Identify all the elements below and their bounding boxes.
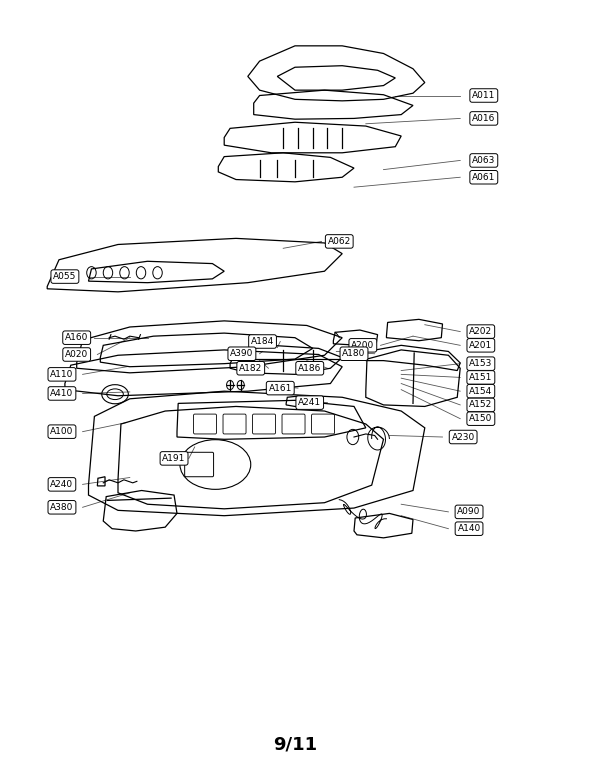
Text: A186: A186 — [298, 364, 322, 373]
Text: A153: A153 — [469, 359, 493, 368]
Text: A062: A062 — [327, 237, 351, 246]
Text: A230: A230 — [451, 432, 475, 442]
Text: A180: A180 — [342, 349, 366, 358]
Text: A020: A020 — [65, 350, 88, 359]
Text: A182: A182 — [239, 364, 263, 373]
Text: A140: A140 — [457, 524, 481, 533]
Text: A154: A154 — [469, 387, 493, 396]
Text: A184: A184 — [251, 337, 274, 346]
Text: A151: A151 — [469, 373, 493, 382]
Text: A160: A160 — [65, 333, 88, 342]
Text: A201: A201 — [469, 341, 493, 350]
Text: A063: A063 — [472, 156, 496, 165]
Text: A016: A016 — [472, 114, 496, 123]
Text: A200: A200 — [351, 341, 375, 350]
Text: A191: A191 — [162, 454, 186, 463]
Text: A390: A390 — [230, 349, 254, 358]
Text: A241: A241 — [298, 398, 322, 407]
Text: A055: A055 — [53, 272, 77, 281]
Text: A110: A110 — [50, 370, 74, 379]
Text: A011: A011 — [472, 91, 496, 100]
Text: A202: A202 — [469, 327, 493, 336]
Text: A150: A150 — [469, 414, 493, 423]
Text: A161: A161 — [268, 384, 292, 393]
Text: A061: A061 — [472, 173, 496, 182]
Text: A152: A152 — [469, 400, 493, 410]
Text: A100: A100 — [50, 427, 74, 436]
Text: A410: A410 — [50, 389, 74, 398]
Text: A090: A090 — [457, 507, 481, 516]
Text: 9/11: 9/11 — [273, 736, 317, 754]
Text: A240: A240 — [50, 480, 74, 489]
Text: A380: A380 — [50, 503, 74, 512]
